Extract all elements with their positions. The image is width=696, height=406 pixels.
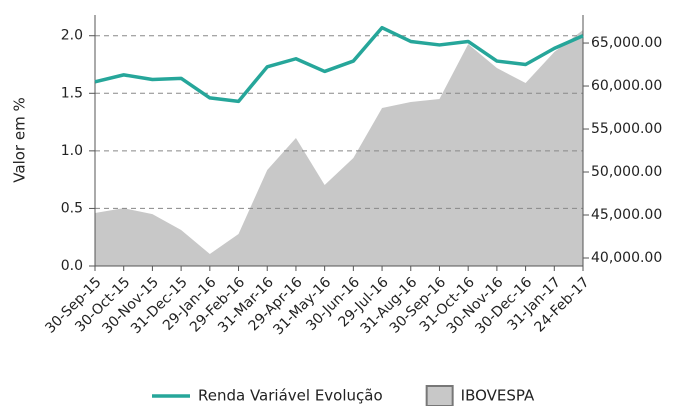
y2-tick-label: 40,000.00 [591,250,662,266]
legend-swatch [425,385,454,406]
line [94,25,584,104]
legend-label: IBOVESPA [461,387,535,405]
y-axis-title: Valor em % [11,97,29,182]
y-tick-label: 0.5 [61,200,83,216]
y-tick-label: 1.5 [61,85,83,101]
y2-tick-label: 60,000.00 [591,78,662,94]
y2-tick-label: 65,000.00 [591,35,662,51]
y2-tick-label: 50,000.00 [591,164,662,180]
y2-tick-label: 45,000.00 [591,207,662,223]
y-tick-label: 0.0 [61,258,83,274]
area [95,30,583,267]
y-tick-label: 1.0 [61,143,83,159]
legend-label: Renda Variável Evolução [198,387,383,405]
y2-tick-label: 55,000.00 [591,121,662,137]
y-tick-label: 2.0 [61,28,83,44]
